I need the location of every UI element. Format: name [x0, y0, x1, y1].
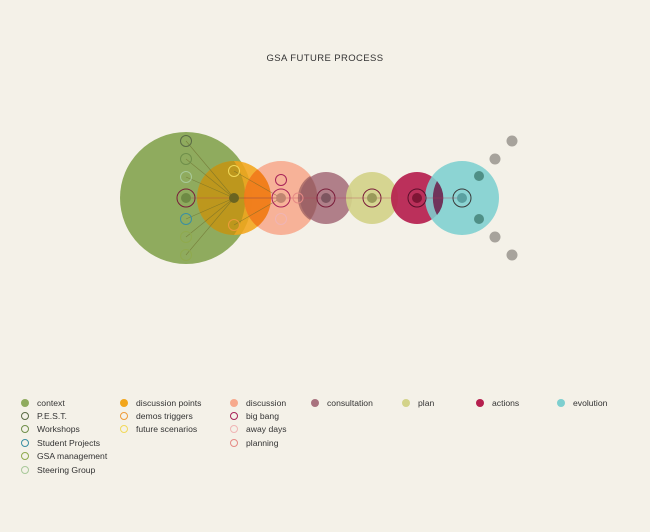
- legend-item-demos-triggers: demos triggers: [120, 409, 201, 422]
- legend-item-plan: plan: [402, 396, 434, 409]
- legend-label: Student Projects: [37, 437, 101, 448]
- workshops-ring: [180, 153, 192, 165]
- gsa-management-ring: [180, 231, 192, 243]
- future-scenarios-ring: [228, 165, 240, 177]
- legend-swatch: [120, 412, 128, 421]
- consultation-center-ring: [316, 188, 336, 208]
- legend-label: actions: [492, 397, 520, 408]
- legend-swatch: [230, 412, 238, 421]
- legend-item-actions: actions: [476, 396, 519, 409]
- legend-swatch: [120, 425, 128, 434]
- legend-item-planning: planning: [230, 436, 287, 449]
- discussion-center-dot: [276, 193, 286, 203]
- steering-group-ring: [180, 171, 192, 183]
- legend-item-workshops: Workshops: [21, 423, 107, 436]
- legend-swatch: [120, 398, 128, 407]
- consultation-center-dot: [321, 193, 331, 203]
- context-center-dot: [181, 193, 191, 203]
- legend-column-consultation: consultation: [311, 396, 373, 409]
- legend-label: P.E.S.T.: [37, 411, 67, 422]
- legend-item-consultation: consultation: [311, 396, 373, 409]
- big-bang-ring-top: [275, 174, 287, 186]
- legend-label: Workshops: [37, 424, 80, 435]
- context-center-ring: [176, 188, 196, 208]
- grey-dot: [489, 231, 501, 243]
- legend-column-evolution: evolution: [557, 396, 607, 409]
- evolution-dot-bottom: [474, 214, 484, 224]
- plan-center-dot: [367, 193, 377, 203]
- student-projects-ring: [180, 213, 192, 225]
- actions-center-dot: [412, 193, 422, 203]
- actions-center-ring: [407, 188, 427, 208]
- legend-item-future-scenarios: future scenarios: [120, 423, 201, 436]
- legend-item-discussion-points: discussion points: [120, 396, 201, 409]
- legend-item-gsa-management: GSA management: [21, 450, 107, 463]
- legend-label: consultation: [327, 397, 373, 408]
- pest-ring: [180, 135, 192, 147]
- legend-label: GSA management: [37, 451, 108, 462]
- legend-label: demos triggers: [136, 411, 193, 422]
- legend-swatch: [21, 412, 29, 421]
- legend-item-big-bang: big bang: [230, 409, 287, 422]
- legend-label: planning: [246, 437, 279, 448]
- legend-item-evolution: evolution: [557, 396, 607, 409]
- gsa-management-ring-2: [180, 249, 192, 261]
- legend-label: Steering Group: [37, 464, 96, 475]
- legend-swatch: [230, 425, 238, 434]
- legend-swatch: [21, 398, 29, 407]
- away-days-ring: [275, 213, 287, 225]
- legend-label: context: [37, 397, 65, 408]
- legend-column-discussion: discussion big bang away days planning: [230, 396, 287, 450]
- legend-item-student-projects: Student Projects: [21, 436, 107, 449]
- evolution-center-dot: [457, 193, 467, 203]
- legend-label: future scenarios: [136, 424, 198, 435]
- legend-swatch: [21, 452, 29, 461]
- discussion-points-center-dot: [229, 193, 239, 203]
- legend-swatch: [21, 465, 29, 474]
- legend-swatch: [21, 425, 29, 434]
- legend-swatch: [557, 398, 565, 407]
- legend-item-context: context: [21, 396, 107, 409]
- plan-center-ring: [362, 188, 382, 208]
- legend-label: discussion points: [136, 397, 202, 408]
- legend-item-discussion: discussion: [230, 396, 287, 409]
- legend-swatch: [476, 398, 484, 407]
- grey-dot: [489, 153, 501, 165]
- legend-item-steering-group: Steering Group: [21, 463, 107, 476]
- legend-swatch: [230, 438, 238, 447]
- legend-column-context: context P.E.S.T. Workshops Student Proje…: [21, 396, 107, 476]
- legend-swatch: [21, 438, 29, 447]
- legend-label: discussion: [246, 397, 287, 408]
- legend-label: plan: [418, 397, 435, 408]
- evolution-center-ring: [452, 188, 472, 208]
- legend-label: away days: [246, 424, 287, 435]
- demos-triggers-ring: [228, 219, 240, 231]
- grey-dot: [506, 135, 518, 147]
- legend-swatch: [230, 398, 238, 407]
- grey-dot: [506, 249, 518, 261]
- evolution-dot-top: [474, 171, 484, 181]
- legend-label: evolution: [573, 397, 608, 408]
- legend-swatch: [311, 398, 319, 407]
- diagram-title: GSA FUTURE PROCESS: [266, 53, 384, 64]
- legend-item-away-days: away days: [230, 423, 287, 436]
- discussion-center-ring: [271, 188, 291, 208]
- legend-column-plan: plan: [402, 396, 434, 409]
- legend-label: big bang: [246, 411, 279, 422]
- legend-item-pest: P.E.S.T.: [21, 409, 107, 422]
- legend-column-actions: actions: [476, 396, 519, 409]
- legend-swatch: [402, 398, 410, 407]
- planning-ring: [292, 192, 304, 204]
- legend-column-discussion-points: discussion points demos triggers future …: [120, 396, 201, 436]
